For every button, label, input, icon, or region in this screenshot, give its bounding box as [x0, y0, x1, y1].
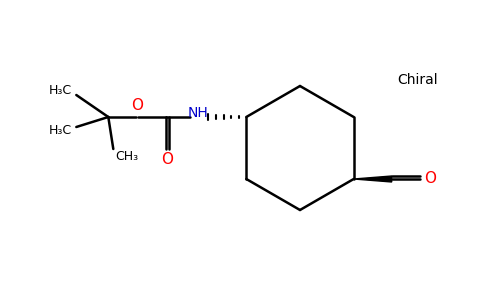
Text: O: O — [131, 98, 143, 113]
Text: H₃C: H₃C — [49, 124, 72, 137]
Polygon shape — [354, 176, 392, 182]
Text: Chiral: Chiral — [398, 73, 439, 87]
Text: O: O — [161, 152, 173, 166]
Text: CH₃: CH₃ — [116, 151, 139, 164]
Text: NH: NH — [188, 106, 209, 120]
Text: O: O — [424, 170, 436, 185]
Text: H₃C: H₃C — [49, 85, 72, 98]
